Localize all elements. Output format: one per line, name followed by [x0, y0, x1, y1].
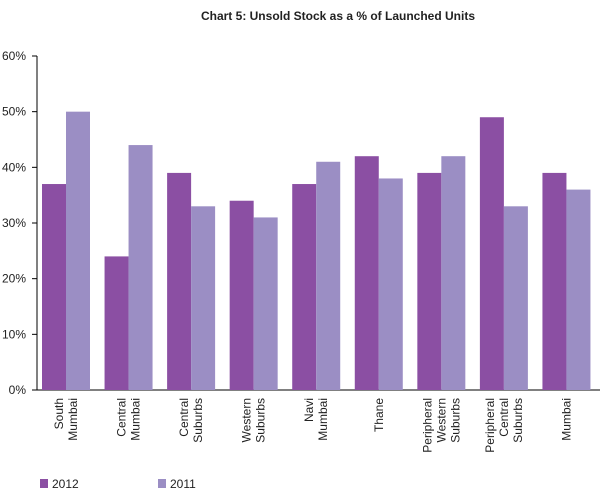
category-label-line: Suburbs: [448, 398, 462, 443]
category-label-line: Central: [115, 398, 129, 437]
category-label: South Mumbai: [52, 398, 80, 441]
category-label-line: Central: [177, 398, 191, 437]
y-tick-label: 40%: [2, 160, 26, 174]
y-tick-label: 30%: [2, 216, 26, 230]
category-label: Mumbai: [559, 398, 573, 441]
category-label: Western Suburbs: [240, 398, 268, 443]
category-labels: South Mumbai Central Mumbai Central Suburbs We…: [52, 398, 573, 453]
category-label-line: Central: [497, 398, 511, 437]
legend: 2012 2011: [40, 477, 196, 491]
category-label: Thane: [372, 398, 386, 432]
bar-2011-0: [66, 111, 90, 391]
category-label-line: Mumbai: [559, 398, 573, 441]
legend-label-2012: 2012: [52, 477, 79, 491]
legend-label-2011: 2011: [170, 477, 196, 491]
legend-swatch-2011: [158, 479, 166, 488]
legend-swatch-2012: [40, 479, 48, 488]
category-label: Navi Mumbai: [302, 398, 330, 441]
category-label-line: Mumbai: [66, 398, 80, 441]
category-label: Peripheral Central Suburbs: [483, 398, 525, 453]
bar-2011-3: [253, 217, 278, 390]
category-label-line: Navi: [302, 398, 316, 422]
category-label-line: Suburbs: [254, 398, 268, 443]
category-label-line: Mumbai: [129, 398, 143, 441]
y-tick-label: 10%: [2, 327, 26, 341]
category-label-line: Suburbs: [191, 398, 205, 443]
category-label-line: Western: [434, 398, 448, 442]
category-label: Central Mumbai: [115, 398, 143, 441]
bar-2012-6: [417, 172, 442, 390]
bar-2012-3: [229, 200, 254, 390]
category-label-line: Thane: [372, 398, 386, 432]
y-tick-labels: 0% 10% 20% 30% 40% 50% 60%: [2, 49, 26, 397]
bars: [42, 111, 591, 391]
y-tick-label: 0%: [9, 383, 27, 397]
bar-2012-0: [42, 184, 66, 390]
bar-2011-2: [191, 206, 216, 390]
bar-2012-1: [104, 256, 129, 390]
category-label-line: Suburbs: [511, 398, 525, 443]
bar-2011-1: [128, 145, 153, 390]
bar-2012-4: [292, 184, 317, 390]
bar-2012-8: [542, 172, 567, 390]
category-label-line: Mumbai: [316, 398, 330, 441]
category-label-line: Peripheral: [420, 398, 434, 453]
category-label: Central Suburbs: [177, 398, 205, 443]
y-tick-label: 20%: [2, 272, 26, 286]
bar-2012-2: [167, 172, 192, 390]
category-label-line: Western: [240, 398, 254, 442]
bar-2011-4: [316, 161, 341, 390]
y-tick-label: 50%: [2, 105, 26, 119]
y-tick-label: 60%: [2, 49, 26, 63]
bar-2011-6: [441, 156, 466, 390]
category-label: Peripheral Western Suburbs: [420, 398, 462, 453]
bar-2012-5: [354, 156, 379, 390]
chart-title: Chart 5: Unsold Stock as a % of Launched…: [201, 9, 475, 23]
bar-2011-5: [378, 178, 403, 390]
bar-2011-7: [503, 206, 528, 390]
bar-2011-8: [566, 189, 591, 390]
category-label-line: Peripheral: [483, 398, 497, 453]
category-label-line: South: [52, 398, 66, 429]
bar-2012-7: [479, 117, 504, 390]
